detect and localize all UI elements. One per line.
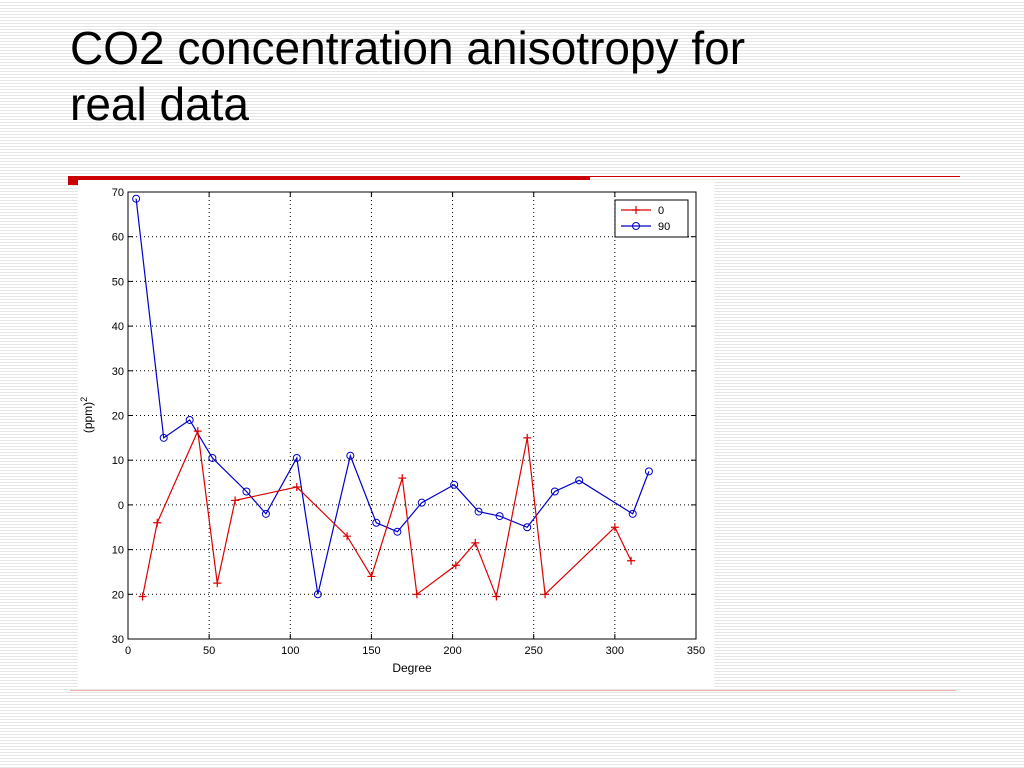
series-90-point: [132, 194, 141, 203]
x-tick-label: 250: [525, 645, 543, 657]
y-tick-label: 20: [112, 589, 124, 601]
y-tick-label: 70: [112, 187, 124, 199]
x-tick-label: 150: [362, 645, 380, 657]
y-tick-label: 30: [112, 366, 124, 378]
series-0-point: [367, 572, 376, 581]
series-0-point: [138, 592, 147, 601]
series-90-point: [450, 480, 459, 489]
series-0-point: [541, 590, 550, 599]
y-tick-label: 30: [112, 634, 124, 646]
y-tick-label: 0: [118, 500, 124, 512]
title-underline-thin: [590, 176, 960, 177]
series-90-point: [550, 487, 559, 496]
series-90-point: [346, 451, 355, 460]
x-axis-ticks: 0 50 100 150 200 250 300 350: [125, 192, 705, 657]
x-tick-label: 0: [125, 645, 131, 657]
series-0-point: [471, 538, 480, 547]
y-tick-label: 50: [112, 276, 124, 288]
series-0-point: [451, 561, 460, 570]
chart-panel: 0 50 100 150 200 250 300 350 70 60 50 40 30 20 10 0 10 2…: [78, 180, 714, 688]
series-90-point: [523, 523, 532, 532]
slide-title: CO2 concentration anisotropy for real da…: [70, 22, 746, 130]
series-0-point: [627, 556, 636, 565]
legend-box: [614, 199, 689, 238]
series-90-point: [575, 476, 584, 485]
series-90-point: [208, 453, 217, 462]
legend: 090: [614, 199, 689, 238]
legend-marker-0: [632, 206, 640, 214]
series-lines: [132, 194, 653, 601]
x-tick-label: 350: [687, 645, 705, 657]
x-tick-label: 50: [203, 645, 215, 657]
series-0-point: [231, 496, 240, 505]
series-90-point: [313, 590, 322, 599]
series-90-point: [628, 509, 637, 518]
y-tick-label: 10: [112, 455, 124, 467]
line-chart: 0 50 100 150 200 250 300 350 706050403020100102…: [79, 187, 705, 675]
series-0-point: [213, 579, 222, 588]
series-90-point: [393, 527, 402, 536]
x-tick-label: 100: [281, 645, 299, 657]
series-90-point: [242, 487, 251, 496]
legend-label-0: 0: [658, 205, 664, 217]
x-tick-label: 300: [606, 645, 624, 657]
y-tick-label: 20: [112, 411, 124, 423]
series-0-point: [343, 532, 352, 541]
series-90-point: [372, 518, 381, 527]
x-tick-label: 200: [443, 645, 461, 657]
x-axis-label: Degree: [392, 661, 432, 675]
grid-lines: [128, 192, 696, 639]
series-90-point: [185, 415, 194, 424]
series-90-point: [474, 507, 483, 516]
series-0-point: [398, 474, 407, 483]
y-tick-label: 10: [112, 545, 124, 557]
series-90-point: [292, 453, 301, 462]
series-90-point: [159, 433, 168, 442]
y-axis-label: (ppm)2: [79, 397, 95, 433]
series-0-point: [193, 427, 202, 436]
y-tick-label: 60: [112, 232, 124, 244]
legend-marker-90: [632, 222, 640, 230]
series-0-point: [292, 483, 301, 492]
series-90-point: [644, 467, 653, 476]
series-0-point: [492, 592, 501, 601]
series-0-point: [412, 590, 421, 599]
y-axis-ticks: 70 60 50 40 30 20 10 0 10 20 30: [112, 187, 696, 646]
y-tick-label: 40: [112, 321, 124, 333]
legend-label-90: 90: [658, 221, 670, 233]
series-90-point: [417, 498, 426, 507]
series-0-point: [153, 518, 162, 527]
series-90-point: [495, 512, 504, 521]
series-0-point: [523, 433, 532, 442]
series-90-point: [261, 509, 270, 518]
footer-rule: [70, 690, 956, 691]
series-0-point: [610, 523, 619, 532]
series-0: [138, 427, 636, 601]
